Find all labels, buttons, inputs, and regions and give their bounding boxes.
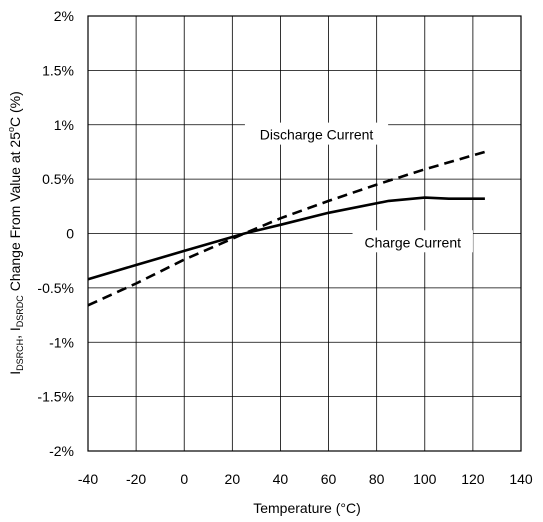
x-tick-label: 120 — [461, 471, 485, 487]
x-tick-label: 20 — [225, 471, 241, 487]
y-tick-label: -1% — [49, 334, 74, 350]
y-tick-label: 1.5% — [42, 62, 74, 78]
annotation-background — [352, 230, 473, 253]
y-tick-label: 0 — [66, 226, 74, 242]
x-tick-label: 80 — [369, 471, 385, 487]
y-tick-label: -2% — [49, 443, 74, 459]
x-tick-label: 140 — [509, 471, 533, 487]
y-axis-label: IDSRCH, IDSRDC Change From Value at 25oC… — [6, 91, 25, 375]
y-tick-labels: -2% -1.5% -1% -0.5% 0 0.5% 1% 1.5% 2% — [37, 8, 74, 459]
discharge-current-label: Discharge Current — [260, 127, 374, 143]
x-tick-label: 60 — [321, 471, 337, 487]
charge-current-label: Charge Current — [365, 234, 462, 250]
annotation-background — [244, 122, 389, 145]
discharge-current-line — [87, 150, 486, 307]
plot-frame — [87, 15, 522, 452]
y-tick-label: 2% — [54, 8, 74, 24]
series-lines — [87, 150, 486, 307]
y-tick-label: 1% — [54, 117, 74, 133]
y-tick-label: 0.5% — [42, 171, 74, 187]
x-tick-label: -20 — [126, 471, 146, 487]
x-tick-labels: -40 -20 0 20 40 60 80 100 120 140 — [78, 471, 533, 487]
charge-current-line — [87, 196, 485, 281]
x-tick-label: 100 — [413, 471, 437, 487]
x-axis-label: Temperature (°C) — [253, 500, 361, 516]
y-tick-label: -1.5% — [37, 389, 74, 405]
y-tick-label: -0.5% — [37, 280, 74, 296]
x-tick-label: 0 — [180, 471, 188, 487]
x-tick-label: -40 — [78, 471, 98, 487]
annotations: Discharge Current Charge Current — [244, 122, 473, 253]
x-tick-label: 40 — [273, 471, 289, 487]
